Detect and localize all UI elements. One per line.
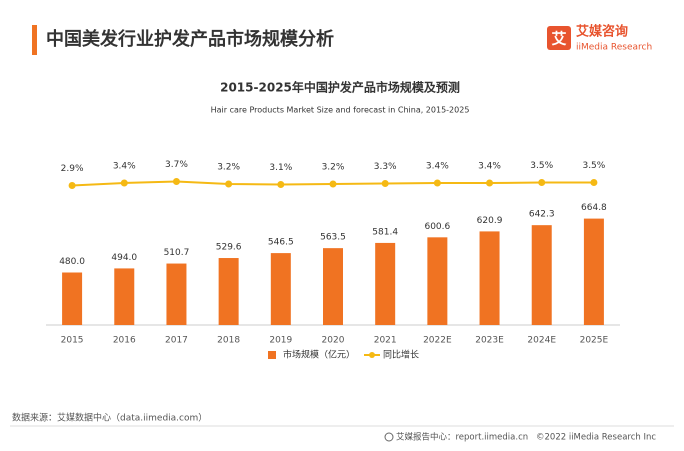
point <box>381 180 389 187</box>
data-label: 563.5 <box>320 233 346 243</box>
data-label: 3.3% <box>374 162 397 172</box>
data-label: 581.4 <box>372 227 398 237</box>
data-label: 3.4% <box>426 162 449 172</box>
point <box>68 182 76 189</box>
point <box>538 179 546 186</box>
x-tick-label: 2022E <box>423 336 452 346</box>
point <box>120 179 128 187</box>
data-label: 3.5% <box>582 161 605 171</box>
bar <box>323 248 343 325</box>
legend-label: 市场规模（亿元） <box>283 349 355 361</box>
legend-swatch <box>369 352 375 358</box>
point <box>329 180 337 188</box>
data-label: 3.4% <box>113 162 136 172</box>
point <box>277 181 285 188</box>
bar <box>166 263 187 325</box>
bar <box>270 253 291 325</box>
data-label: 3.1% <box>269 163 292 173</box>
source: 数据来源：艾媒数据中心（data.iimedia.com） <box>12 412 207 424</box>
x-tick-label: 2018 <box>217 336 240 346</box>
bar <box>62 272 83 325</box>
title-accent <box>32 25 37 55</box>
point <box>172 178 180 185</box>
point <box>433 179 441 187</box>
page-title: 中国美发行业护发产品市场规模分析 <box>46 28 334 50</box>
data-label: 3.4% <box>478 162 501 172</box>
data-label: 546.5 <box>268 238 294 248</box>
point <box>590 179 598 186</box>
data-label: 3.7% <box>165 160 188 170</box>
x-tick-label: 2015 <box>61 336 84 346</box>
point <box>486 179 494 187</box>
data-label: 642.3 <box>529 210 555 220</box>
bar <box>114 268 135 325</box>
bar <box>479 231 500 325</box>
x-tick-label: 2017 <box>165 336 188 346</box>
x-tick-label: 2025E <box>580 336 609 346</box>
data-label: 664.8 <box>581 203 607 213</box>
x-tick-label: 2023E <box>475 336 504 346</box>
bar <box>531 225 552 325</box>
x-tick-label: 2016 <box>113 336 136 346</box>
chart-subtitle: Hair care Products Market Size and forec… <box>211 106 470 115</box>
footer-report: 艾媒报告中心：report.iimedia.cn <box>396 432 528 443</box>
bar <box>218 258 239 325</box>
bar <box>427 237 448 325</box>
x-tick-label: 2024E <box>527 336 556 346</box>
data-label: 480.0 <box>59 257 85 267</box>
data-label: 529.6 <box>216 243 242 253</box>
data-label: 620.9 <box>477 216 503 226</box>
x-tick-label: 2019 <box>269 336 292 346</box>
logo-name: 艾媒咨询 <box>576 24 628 40</box>
point <box>225 180 233 188</box>
chart-title: 2015-2025年中国护发产品市场规模及预测 <box>220 80 460 95</box>
legend-swatch <box>268 351 276 359</box>
bar <box>583 218 604 325</box>
footer-icon <box>384 432 394 442</box>
legend-label: 同比增长 <box>383 349 419 361</box>
data-label: 494.0 <box>111 253 137 263</box>
footer-copyright: ©2022 iiMedia Research Inc <box>536 433 656 443</box>
data-label: 600.6 <box>424 222 450 232</box>
data-label: 510.7 <box>164 248 190 258</box>
logo-en: iiMedia Research <box>576 43 652 53</box>
data-label: 3.5% <box>530 161 553 171</box>
x-tick-label: 2020 <box>322 336 345 346</box>
logo-mark: 艾 <box>551 30 566 48</box>
logo-icon <box>547 26 571 50</box>
data-label: 3.2% <box>322 163 345 173</box>
data-label: 3.2% <box>217 163 240 173</box>
bar <box>375 242 396 325</box>
data-label: 2.9% <box>61 164 84 174</box>
x-tick-label: 2021 <box>374 336 397 346</box>
